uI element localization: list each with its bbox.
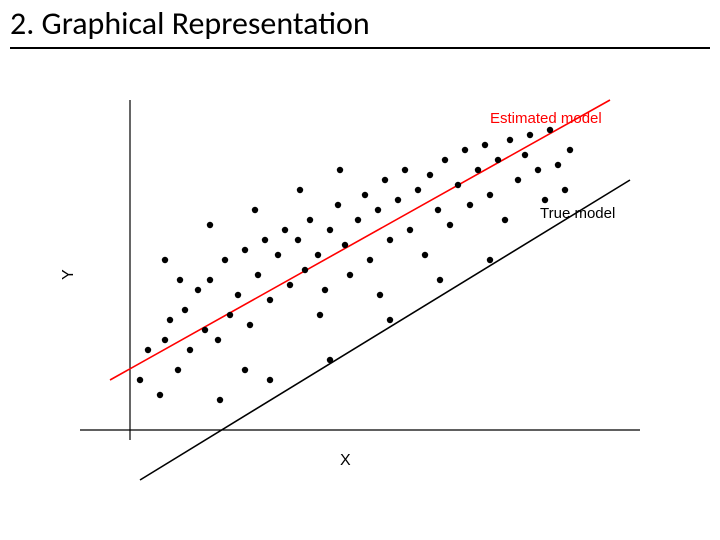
data-point: [482, 142, 488, 148]
slide-title: 2. Graphical Representation: [10, 6, 710, 49]
data-point: [367, 257, 373, 263]
data-point: [227, 312, 233, 318]
data-point: [522, 152, 528, 158]
data-point: [182, 307, 188, 313]
data-point: [282, 227, 288, 233]
data-point: [302, 267, 308, 273]
data-point: [167, 317, 173, 323]
data-point: [262, 237, 268, 243]
data-point: [327, 227, 333, 233]
data-point: [145, 347, 151, 353]
data-point: [202, 327, 208, 333]
data-point: [317, 312, 323, 318]
data-point: [447, 222, 453, 228]
data-point: [382, 177, 388, 183]
data-point: [442, 157, 448, 163]
data-point: [137, 377, 143, 383]
data-point: [407, 227, 413, 233]
data-point: [402, 167, 408, 173]
data-point: [562, 187, 568, 193]
data-point: [195, 287, 201, 293]
data-point: [307, 217, 313, 223]
data-point: [187, 347, 193, 353]
data-point: [395, 197, 401, 203]
data-point: [207, 222, 213, 228]
data-point: [222, 257, 228, 263]
data-point: [507, 137, 513, 143]
data-point: [327, 357, 333, 363]
data-point: [297, 187, 303, 193]
data-point: [527, 132, 533, 138]
data-point: [455, 182, 461, 188]
data-point: [217, 397, 223, 403]
data-point: [267, 377, 273, 383]
true-model-line: [140, 180, 630, 480]
data-point: [175, 367, 181, 373]
data-point: [362, 192, 368, 198]
data-point: [475, 167, 481, 173]
data-point: [235, 292, 241, 298]
data-point: [437, 277, 443, 283]
true-model-label: True model: [540, 205, 615, 222]
data-point: [535, 167, 541, 173]
chart-svg: [70, 80, 650, 500]
data-point: [287, 282, 293, 288]
data-point: [555, 162, 561, 168]
data-point: [215, 337, 221, 343]
data-point: [355, 217, 361, 223]
data-point: [547, 127, 553, 133]
data-point: [495, 157, 501, 163]
data-point: [487, 257, 493, 263]
data-point: [347, 272, 353, 278]
data-point: [462, 147, 468, 153]
data-point: [177, 277, 183, 283]
y-axis-label: Y: [60, 269, 78, 280]
estimated-model-line: [110, 100, 610, 380]
data-point: [422, 252, 428, 258]
data-point: [542, 197, 548, 203]
data-point: [157, 392, 163, 398]
x-axis-label: X: [340, 452, 351, 470]
data-point: [295, 237, 301, 243]
data-point: [322, 287, 328, 293]
data-point: [247, 322, 253, 328]
data-point: [315, 252, 321, 258]
data-point: [162, 257, 168, 263]
data-point: [242, 367, 248, 373]
data-point: [387, 237, 393, 243]
data-point: [515, 177, 521, 183]
data-point: [275, 252, 281, 258]
data-point: [335, 202, 341, 208]
data-point: [162, 337, 168, 343]
estimated-model-label: Estimated model: [490, 110, 602, 127]
data-point: [567, 147, 573, 153]
data-point: [337, 167, 343, 173]
data-point: [487, 192, 493, 198]
data-point: [435, 207, 441, 213]
data-point: [387, 317, 393, 323]
data-point: [252, 207, 258, 213]
data-point: [255, 272, 261, 278]
data-point: [342, 242, 348, 248]
data-point: [267, 297, 273, 303]
data-point: [377, 292, 383, 298]
data-point: [502, 217, 508, 223]
data-point: [467, 202, 473, 208]
data-point: [375, 207, 381, 213]
scatter-chart: Y X Estimated model True model: [70, 80, 650, 500]
data-point: [207, 277, 213, 283]
data-point: [242, 247, 248, 253]
data-point: [427, 172, 433, 178]
data-point: [415, 187, 421, 193]
